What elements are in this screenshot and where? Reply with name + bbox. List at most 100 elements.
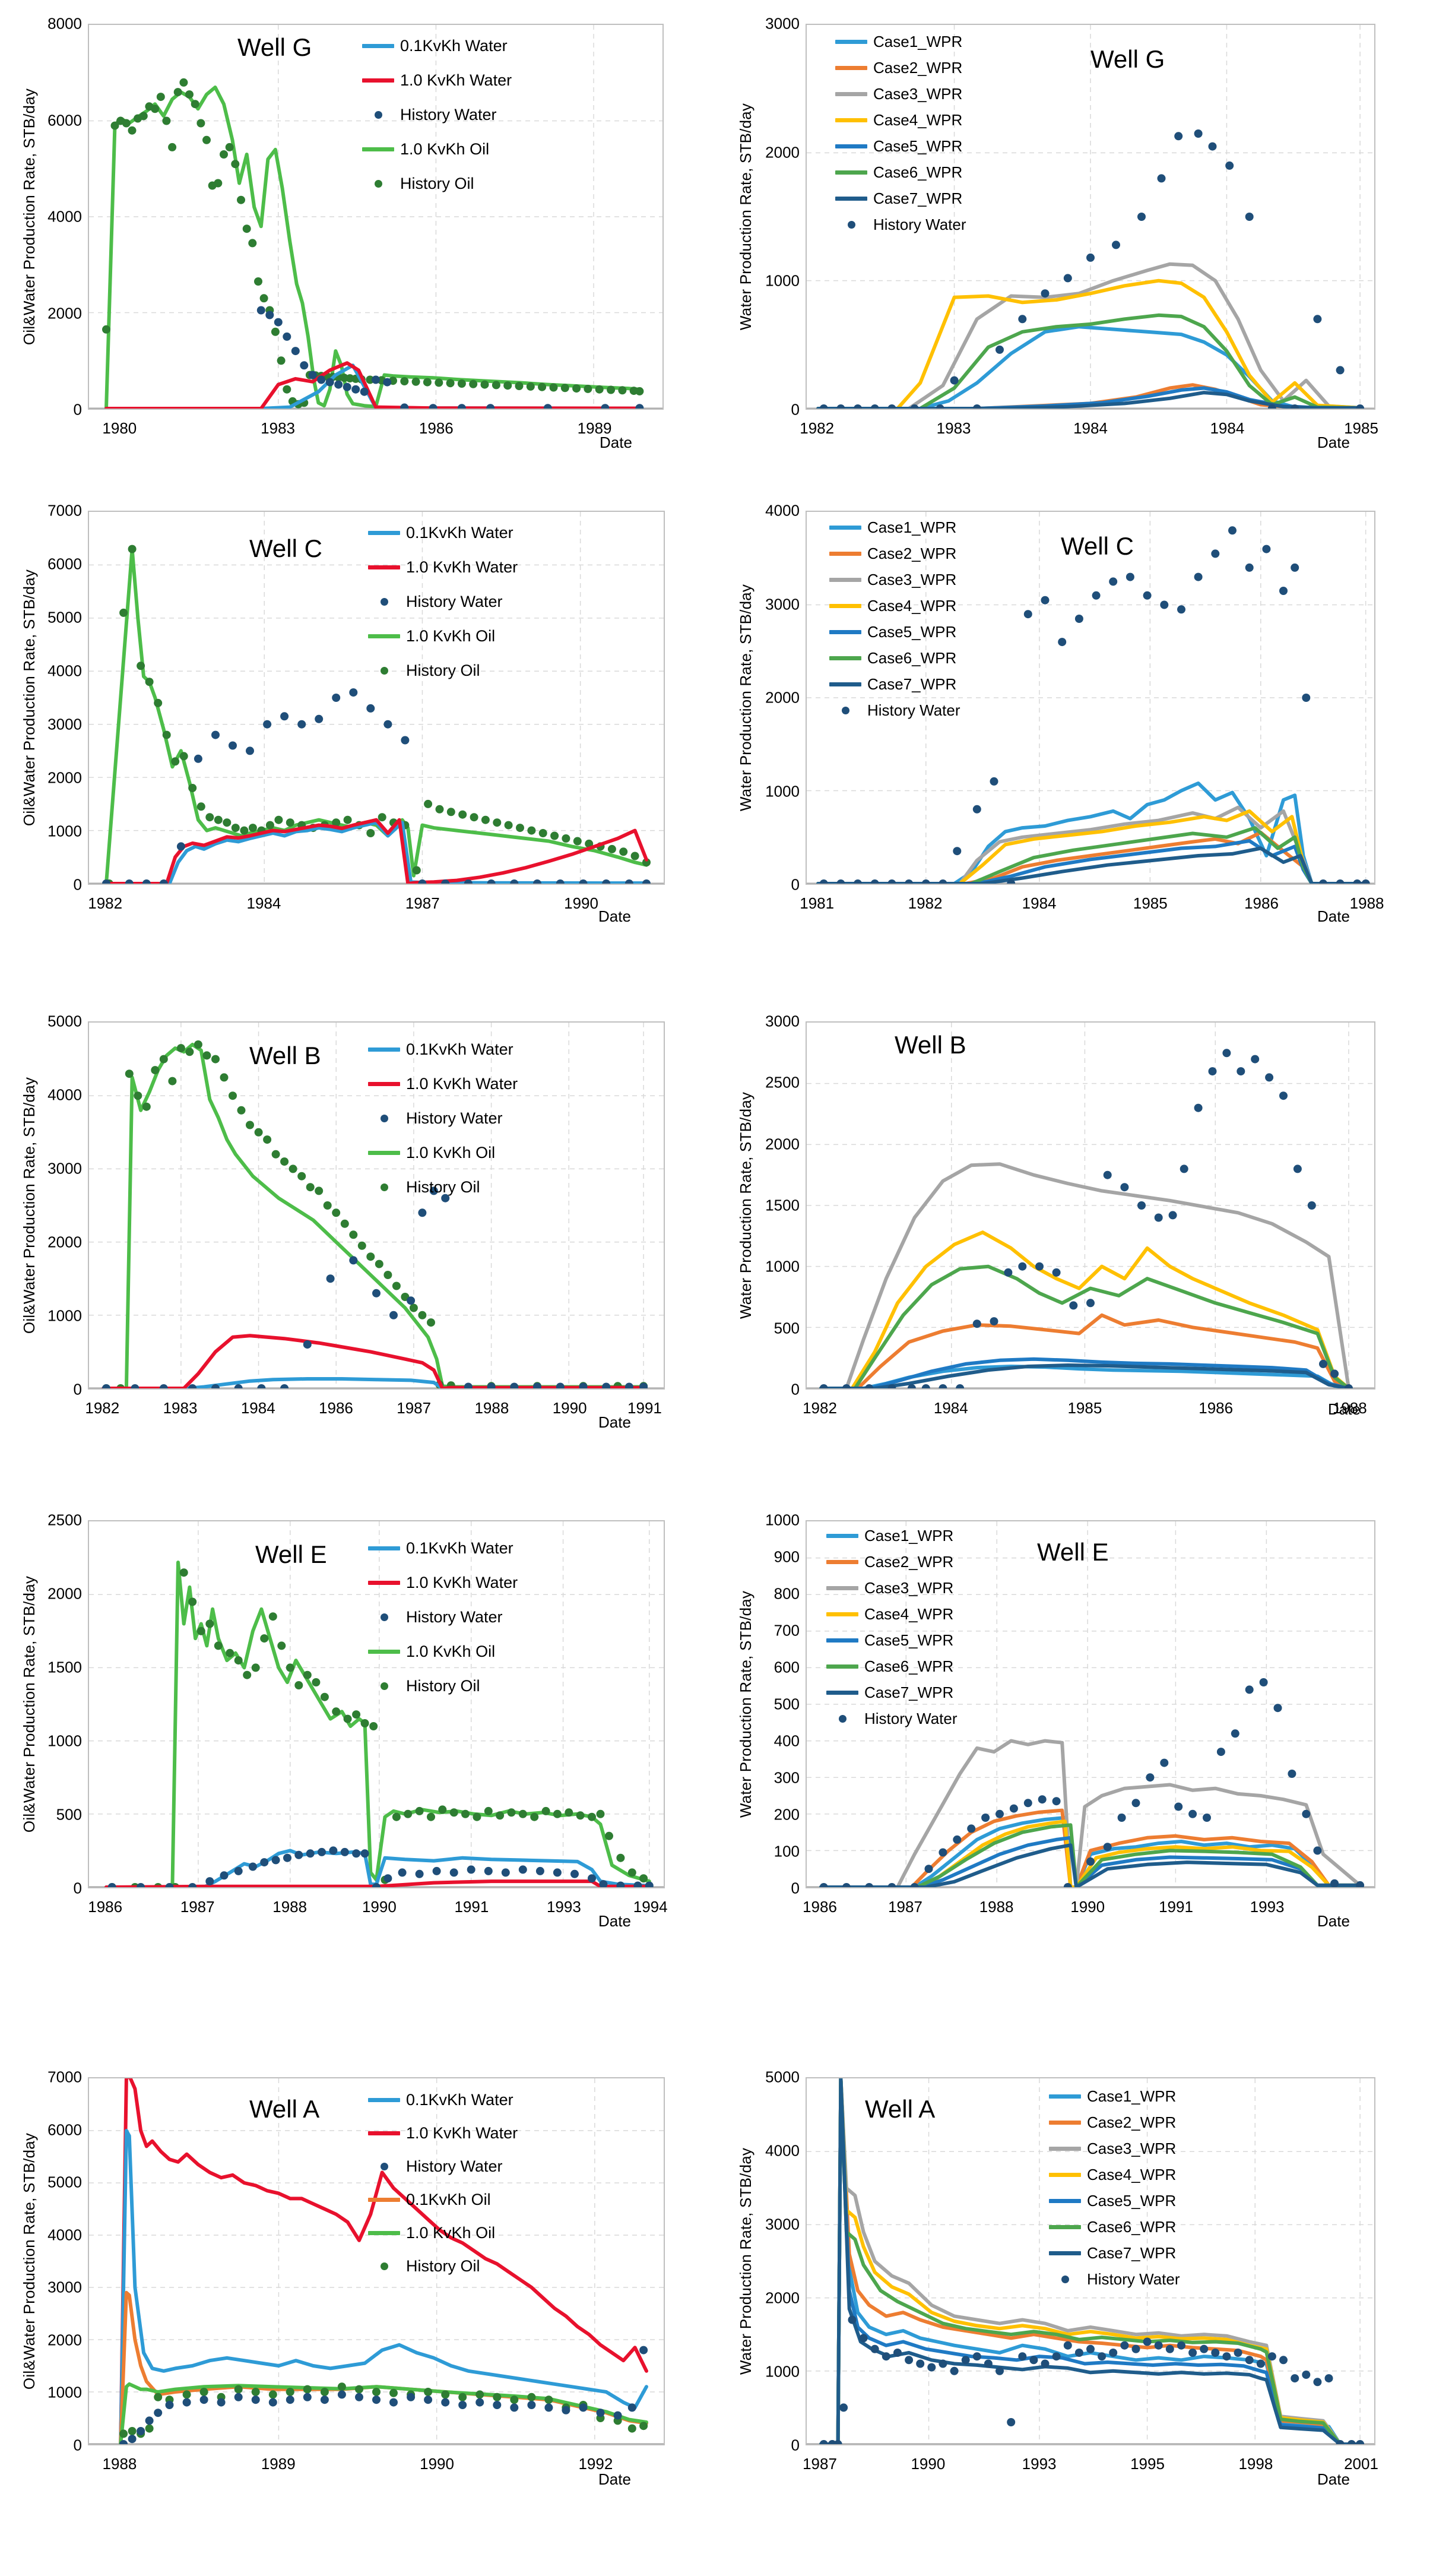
chart-panel-wellA-right: Water Production Rate, STB/day 0 1000 2000 3… xyxy=(716,2018,1433,2489)
legend-item: Case3_WPR xyxy=(829,567,960,593)
y-axis-tick: 2000 xyxy=(47,304,82,322)
y-axis-tick: 1000 xyxy=(47,1306,82,1325)
chart-panel-wellE-right: Water Production Rate, STB/day 0 100 200 300… xyxy=(716,1507,1433,1930)
legend-item: Case2_WPR xyxy=(829,540,960,567)
y-axis-tick: 2500 xyxy=(47,1511,82,1529)
y-axis-tick: 1000 xyxy=(47,1732,82,1750)
y-axis-tick: 600 xyxy=(773,1658,800,1676)
x-axis-tick: 1986 xyxy=(1244,894,1279,912)
y-axis-tick: 2000 xyxy=(765,1135,800,1153)
y-axis-tick: 5000 xyxy=(47,2173,82,2191)
x-axis-tick: 1993 xyxy=(1250,1898,1285,1916)
y-axis-tick: 0 xyxy=(791,1380,800,1398)
legend-line-swatch xyxy=(835,144,867,148)
chart-panel-wellA-left: Oil&Water Production Rate, STB/day 0 1000 2… xyxy=(0,2018,716,2488)
x-axis-title: Date xyxy=(598,907,631,925)
legend-line-swatch xyxy=(368,2197,400,2202)
plot-area xyxy=(806,511,1375,885)
legend-item: Case1_WPR xyxy=(826,1523,958,1549)
legend-item: Case2_WPR xyxy=(835,55,966,81)
legend-label: Case4_WPR xyxy=(1087,2165,1177,2183)
legend-line-swatch xyxy=(826,1612,858,1616)
legend-item: Case6_WPR xyxy=(829,645,960,671)
legend-item: 0.1KvKh Water xyxy=(368,1531,518,1565)
y-axis-tick: 800 xyxy=(773,1584,800,1603)
legend-line-swatch xyxy=(826,1559,858,1564)
legend-item: Case7_WPR xyxy=(826,1679,958,1705)
legend-line-swatch xyxy=(1049,2120,1081,2125)
legend-line-swatch xyxy=(835,170,867,175)
legend-item: Case7_WPR xyxy=(1049,2240,1180,2266)
legend-label: Case3_WPR xyxy=(1087,2139,1177,2157)
y-axis-tick: 200 xyxy=(773,1805,800,1824)
y-axis-tick: 3000 xyxy=(47,2278,82,2296)
legend-label: History Oil xyxy=(406,661,480,679)
chart-panel-wellC-left: Oil&Water Production Rate, STB/day 0 1000 2… xyxy=(0,498,716,925)
x-axis-tick: 1998 xyxy=(1238,2455,1273,2473)
legend-item: History Water xyxy=(826,1705,958,1732)
y-axis-tick: 0 xyxy=(73,2436,82,2454)
y-axis-tick: 3000 xyxy=(47,715,82,733)
legend-line-swatch xyxy=(835,65,867,70)
legend-label: Case1_WPR xyxy=(867,518,957,536)
x-axis-tick: 1988 xyxy=(979,1898,1014,1916)
y-axis-tick: 4000 xyxy=(765,501,800,520)
legend-item: History Oil xyxy=(368,1669,518,1703)
y-axis-tick: 6000 xyxy=(47,555,82,573)
x-axis-tick: 1987 xyxy=(397,1399,432,1417)
legend-dot-swatch xyxy=(368,1682,400,1690)
legend-label: Case6_WPR xyxy=(867,648,957,667)
y-axis-tick: 0 xyxy=(791,400,800,419)
plot-area xyxy=(88,24,664,410)
legend-item: Case4_WPR xyxy=(826,1601,958,1627)
y-axis-tick: 1000 xyxy=(765,1511,800,1529)
legend-line-swatch xyxy=(362,147,394,151)
y-axis-tick: 0 xyxy=(791,1879,800,1897)
x-axis-title: Date xyxy=(1317,907,1350,925)
legend-item: 1.0 KvKh Water xyxy=(368,550,518,584)
y-axis-tick: 5000 xyxy=(765,2068,800,2086)
y-axis-tick: 0 xyxy=(73,1380,82,1398)
legend-label: History Water xyxy=(406,1109,503,1127)
x-axis-tick: 1989 xyxy=(577,419,612,437)
legend-label: Case7_WPR xyxy=(867,675,957,693)
chart-panel-wellB-right: Water Production Rate, STB/day 0 500 1000 15… xyxy=(716,1008,1433,1418)
legend-label: Case6_WPR xyxy=(864,1657,954,1675)
y-axis-tick: 2500 xyxy=(765,1073,800,1091)
legend-line-swatch xyxy=(1049,2146,1081,2151)
legend-line-swatch xyxy=(826,1690,858,1695)
chart-title: Well A xyxy=(249,2095,320,2123)
x-axis-tick: 1982 xyxy=(803,1399,837,1417)
y-axis-tick: 0 xyxy=(791,875,800,894)
plot-area xyxy=(88,2077,665,2445)
y-axis-tick: 4000 xyxy=(47,2226,82,2244)
x-axis-tick: 1983 xyxy=(163,1399,198,1417)
legend-line-swatch xyxy=(1049,2251,1081,2255)
y-axis-tick: 4000 xyxy=(47,1086,82,1104)
y-axis-tick: 1500 xyxy=(47,1658,82,1676)
legend-item: 1.0 KvKh Water xyxy=(368,1565,518,1600)
legend-item: Case6_WPR xyxy=(1049,2214,1180,2240)
plot-area xyxy=(806,2077,1375,2445)
chart-title: Well A xyxy=(865,2095,936,2123)
chart-legend: 0.1KvKh Water 1.0 KvKh Water History Water… xyxy=(368,1531,518,1703)
chart-panel-wellE-left: Oil&Water Production Rate, STB/day 0 500 10… xyxy=(0,1507,716,1931)
legend-label: 0.1KvKh Water xyxy=(400,36,508,55)
legend-label: History Oil xyxy=(406,1676,480,1695)
x-axis-tick: 1983 xyxy=(936,419,971,437)
x-axis-tick: 1984 xyxy=(246,894,281,912)
x-axis-tick: 1990 xyxy=(420,2455,454,2473)
legend-item: 1.0 KvKh Water xyxy=(368,2116,518,2150)
x-axis-title: Date xyxy=(1317,1912,1350,1930)
legend-item: Case6_WPR xyxy=(835,159,966,185)
legend-item: Case4_WPR xyxy=(1049,2162,1180,2188)
y-axis-tick: 3000 xyxy=(765,2215,800,2233)
y-axis-tick: 700 xyxy=(773,1621,800,1640)
legend-label: History Water xyxy=(406,1607,503,1626)
legend-item: Case2_WPR xyxy=(826,1549,958,1575)
legend-line-swatch xyxy=(368,2097,400,2102)
x-axis-tick: 1986 xyxy=(803,1898,837,1916)
chart-legend: Case1_WPR Case2_WPR Case3_WPR Case4_WPR Case… xyxy=(1049,2083,1180,2292)
legend-label: Case5_WPR xyxy=(867,622,957,641)
legend-label: 1.0 KvKh Water xyxy=(406,558,518,576)
